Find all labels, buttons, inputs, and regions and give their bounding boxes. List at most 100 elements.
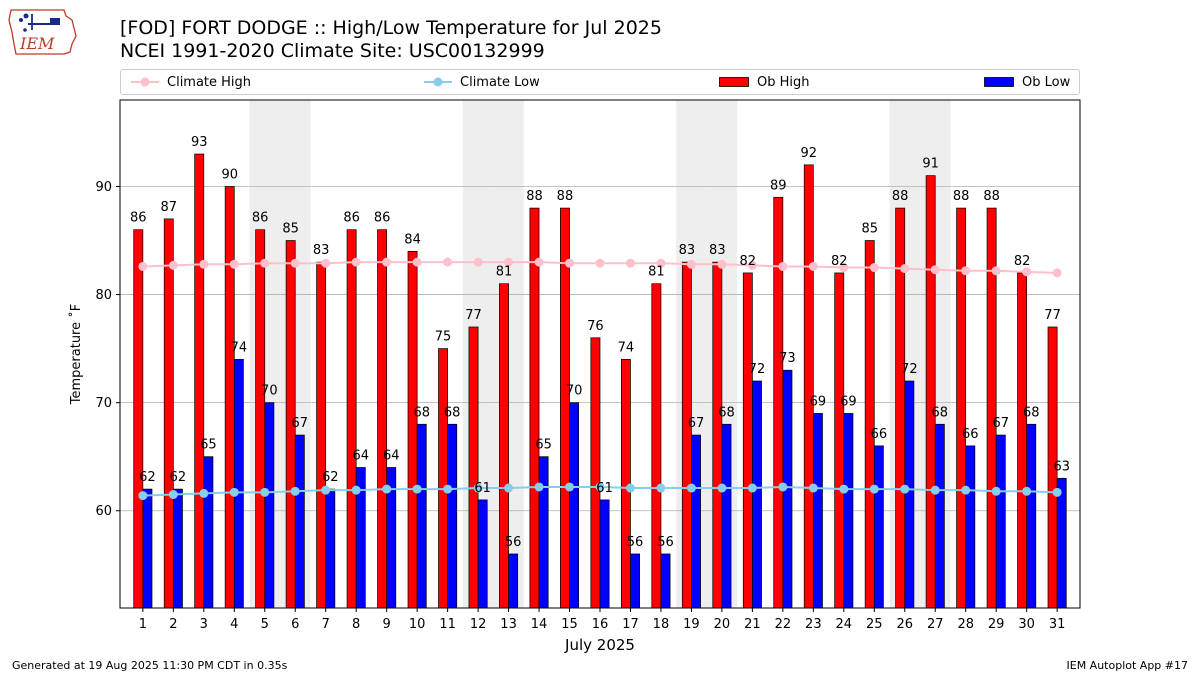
ob-low-value-label-day-23: 69 bbox=[810, 394, 827, 409]
ob-low-value-label-day-7: 62 bbox=[322, 470, 339, 485]
climate-high-point-day-21 bbox=[747, 260, 757, 270]
ob-high-value-label-day-26: 88 bbox=[892, 189, 909, 204]
ob-high-bar-day-24 bbox=[834, 272, 845, 609]
legend-climate-low-label: Climate Low bbox=[460, 74, 540, 90]
climate-low-point-day-31 bbox=[1052, 487, 1062, 497]
climate-low-point-day-30 bbox=[1022, 486, 1032, 496]
ob-low-bar-day-13 bbox=[508, 553, 519, 609]
climate-high-point-day-20 bbox=[717, 259, 727, 269]
ob-high-value-label-day-9: 86 bbox=[374, 211, 391, 226]
climate-high-point-day-3 bbox=[199, 259, 209, 269]
ob-high-value-label-day-5: 86 bbox=[252, 211, 269, 226]
climate-low-point-day-8 bbox=[351, 485, 361, 495]
ob-high-value-label-day-16: 76 bbox=[587, 319, 604, 334]
climate-low-point-day-5 bbox=[260, 487, 270, 497]
ob-low-value-label-day-30: 68 bbox=[1023, 405, 1040, 420]
ob-low-value-label-day-11: 68 bbox=[444, 405, 461, 420]
ob-high-bar-day-17 bbox=[620, 359, 631, 609]
ob-high-bar-day-22 bbox=[773, 196, 784, 609]
climate-low-point-day-1 bbox=[138, 491, 148, 501]
climate-high-point-day-31 bbox=[1052, 268, 1062, 278]
ob-low-bar-day-26 bbox=[904, 380, 915, 609]
ob-high-value-label-day-31: 77 bbox=[1044, 308, 1061, 323]
ob-low-bar-day-1 bbox=[142, 488, 153, 609]
climate-high-point-day-2 bbox=[168, 260, 178, 270]
logo-text: IEM bbox=[19, 34, 55, 53]
x-tick-label-16: 16 bbox=[592, 617, 609, 632]
ob-high-bar-day-25 bbox=[864, 240, 875, 609]
ob-low-value-label-day-24: 69 bbox=[840, 394, 857, 409]
climate-high-point-day-5 bbox=[260, 258, 270, 268]
climate-high-point-day-16 bbox=[595, 258, 605, 268]
ob-high-bar-day-1 bbox=[133, 229, 144, 609]
ob-low-value-label-day-26: 72 bbox=[901, 362, 918, 377]
y-tick-label-60: 60 bbox=[95, 504, 112, 519]
ob-high-bar-day-26 bbox=[895, 207, 906, 609]
climate-low-point-day-4 bbox=[229, 487, 239, 497]
ob-low-bar-day-29 bbox=[995, 434, 1006, 609]
climate-high-point-day-24 bbox=[839, 263, 849, 273]
ob-low-value-label-day-13: 56 bbox=[505, 535, 522, 550]
x-tick-label-3: 3 bbox=[200, 617, 208, 632]
legend-ob-high-label: Ob High bbox=[757, 74, 810, 90]
climate-low-point-day-25 bbox=[869, 484, 879, 494]
climate-low-line bbox=[142, 485, 1058, 497]
ob-low-bar-day-24 bbox=[843, 413, 854, 609]
iem-logo: IEM bbox=[8, 9, 77, 55]
climate-low-point-day-6 bbox=[290, 486, 300, 496]
ob-high-bar-day-10 bbox=[407, 250, 418, 609]
x-tick-label-11: 11 bbox=[439, 617, 456, 632]
ob-low-bar-day-4 bbox=[233, 359, 244, 609]
ob-high-value-label-day-4: 90 bbox=[221, 167, 238, 182]
ob-high-bar-day-4 bbox=[224, 186, 235, 609]
legend-ob-low-swatch bbox=[984, 77, 1014, 87]
ob-high-bar-day-16 bbox=[590, 337, 601, 609]
x-tick-label-30: 30 bbox=[1018, 617, 1035, 632]
climate-high-point-day-18 bbox=[656, 258, 666, 268]
climate-high-point-day-17 bbox=[625, 258, 635, 268]
climate-high-point-day-6 bbox=[290, 258, 300, 268]
x-tick-label-15: 15 bbox=[561, 617, 578, 632]
ob-low-bar-day-2 bbox=[172, 488, 183, 609]
ob-high-value-label-day-13: 81 bbox=[496, 265, 513, 280]
ob-low-value-label-day-21: 72 bbox=[749, 362, 766, 377]
ob-high-bar-day-3 bbox=[194, 153, 205, 609]
ob-high-value-label-day-17: 74 bbox=[618, 340, 635, 355]
ob-low-value-label-day-16: 61 bbox=[596, 481, 613, 496]
ob-high-bar-day-20 bbox=[712, 261, 723, 609]
climate-low-point-day-2 bbox=[168, 490, 178, 500]
climate-high-point-day-28 bbox=[961, 266, 971, 276]
x-tick-label-14: 14 bbox=[531, 617, 548, 632]
ob-low-bar-day-21 bbox=[752, 380, 762, 609]
ob-low-bar-day-8 bbox=[355, 467, 366, 609]
ob-high-value-label-day-12: 77 bbox=[465, 308, 482, 323]
ob-low-bar-day-10 bbox=[416, 423, 427, 609]
climate-high-point-day-22 bbox=[778, 261, 788, 271]
ob-low-bar-day-5 bbox=[264, 402, 275, 609]
ob-high-value-label-day-19: 83 bbox=[679, 243, 696, 258]
x-tick-label-10: 10 bbox=[409, 617, 426, 632]
ob-high-bar-day-14 bbox=[529, 207, 540, 609]
ob-high-bar-day-8 bbox=[346, 229, 357, 609]
ob-low-value-label-day-25: 66 bbox=[871, 427, 888, 442]
ob-low-value-label-day-3: 65 bbox=[200, 438, 217, 453]
ob-low-value-label-day-17: 56 bbox=[627, 535, 644, 550]
climate-high-point-day-14 bbox=[534, 257, 544, 267]
ob-low-value-label-day-1: 62 bbox=[139, 470, 156, 485]
climate-high-point-day-19 bbox=[686, 259, 696, 269]
ob-low-bar-day-22 bbox=[782, 369, 793, 609]
ob-high-bar-day-2 bbox=[163, 218, 174, 609]
ob-low-bar-day-27 bbox=[934, 423, 945, 609]
ob-high-value-label-day-28: 88 bbox=[953, 189, 970, 204]
climate-high-point-day-26 bbox=[900, 264, 910, 274]
x-tick-label-20: 20 bbox=[714, 617, 731, 632]
climate-high-point-day-1 bbox=[138, 261, 148, 271]
climate-low-point-day-28 bbox=[961, 485, 971, 495]
x-tick-label-21: 21 bbox=[744, 617, 761, 632]
ob-low-bar-day-18 bbox=[660, 553, 671, 609]
climate-low-point-day-23 bbox=[808, 483, 818, 493]
ob-low-value-label-day-14: 65 bbox=[535, 438, 552, 453]
ob-low-value-label-day-27: 68 bbox=[932, 405, 949, 420]
ob-low-bar-day-16 bbox=[599, 499, 610, 609]
